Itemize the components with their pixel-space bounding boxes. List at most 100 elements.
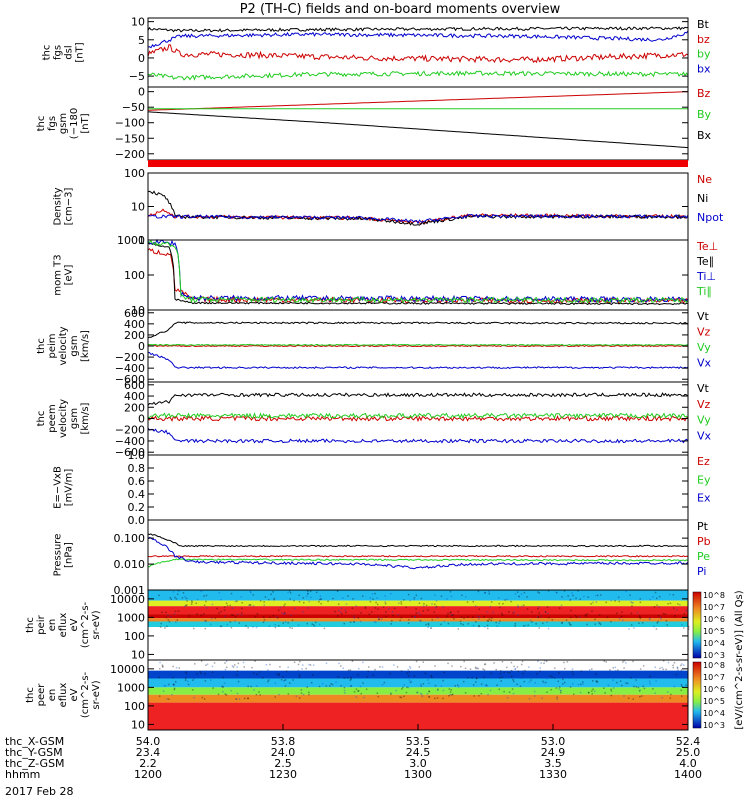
spectrogram-speckle — [490, 673, 492, 675]
spectrogram-speckle — [173, 684, 175, 686]
spectrogram-speckle — [681, 695, 683, 697]
spectrogram-speckle — [164, 627, 166, 629]
spectrogram-speckle — [658, 606, 660, 608]
spectrogram-speckle — [556, 592, 558, 594]
legend-label: Vz — [697, 326, 711, 339]
spectrogram-speckle — [205, 628, 207, 630]
spectrogram-speckle — [184, 596, 186, 598]
spectrogram-speckle — [188, 684, 190, 686]
spectrogram-speckle — [381, 618, 383, 620]
spectrogram-speckle — [235, 601, 237, 603]
legend-label: Vy — [697, 414, 711, 427]
legend-label: by — [697, 48, 711, 61]
spectrogram-speckle — [564, 668, 566, 670]
spectrogram-speckle — [278, 675, 280, 677]
spectrogram-speckle — [342, 668, 344, 670]
spectrogram-speckle — [623, 667, 625, 669]
spectrogram-speckle — [652, 596, 654, 598]
spectrogram-speckle — [680, 690, 682, 692]
spectrogram-speckle — [605, 602, 607, 604]
spectrogram-speckle — [631, 613, 633, 615]
spectrogram-speckle — [253, 689, 255, 691]
legend-label: Pb — [697, 535, 711, 548]
spectrogram-speckle — [487, 625, 489, 627]
x-tick-label: 1300 — [404, 768, 432, 781]
spectrogram-speckle — [683, 627, 685, 629]
spectrogram-speckle — [427, 679, 429, 681]
spectrogram-speckle — [401, 617, 403, 619]
spectrogram-speckle — [312, 674, 314, 676]
spectrogram-speckle — [428, 624, 430, 626]
spectrogram-speckle — [457, 684, 459, 686]
spectrogram-speckle — [673, 594, 675, 596]
spectrogram-speckle — [385, 616, 387, 618]
spectrogram-speckle — [192, 679, 194, 681]
legend-label: Npot — [697, 211, 724, 224]
spectrogram-speckle — [457, 611, 459, 613]
spectrogram-speckle — [558, 675, 560, 677]
spectrogram-speckle — [185, 672, 187, 674]
spectrogram-speckle — [393, 664, 395, 666]
x-row-label: hhmm — [5, 768, 40, 781]
spectrogram-speckle — [360, 612, 362, 614]
spectrogram-speckle — [278, 673, 280, 675]
spectrogram-speckle — [267, 669, 269, 671]
colorbar-tick-label: 10^4 — [703, 709, 725, 718]
spectrogram-speckle — [409, 679, 411, 681]
spectrogram-speckle — [537, 591, 539, 593]
legend-label: Pt — [697, 520, 709, 533]
spectrogram-speckle — [546, 691, 548, 693]
panel-frame — [148, 520, 688, 590]
spectrogram-speckle — [332, 598, 334, 600]
spectrogram-speckle — [608, 685, 610, 687]
spectrogram-speckle — [582, 681, 584, 683]
y-tick-label: −150 — [115, 132, 145, 145]
spectrogram-speckle — [516, 684, 518, 686]
spectrogram-speckle — [597, 595, 599, 597]
spectrogram-speckle — [558, 672, 560, 674]
spectrogram-speckle — [610, 621, 612, 623]
spectrogram-speckle — [581, 676, 583, 678]
spectrogram-speckle — [582, 683, 584, 685]
spectrogram-speckle — [164, 685, 166, 687]
y-axis-label: eflux — [58, 683, 69, 708]
spectrogram-speckle — [168, 698, 170, 700]
spectrogram-speckle — [596, 601, 598, 603]
spectrogram-speckle — [614, 600, 616, 602]
spectrogram-speckle — [243, 666, 245, 668]
spectrogram-speckle — [308, 601, 310, 603]
spectrogram-speckle — [269, 625, 271, 627]
spectrogram-speckle — [628, 697, 630, 699]
y-tick-label: 100 — [124, 700, 145, 713]
spectrogram-speckle — [399, 696, 401, 698]
spectrogram-speckle — [677, 603, 679, 605]
spectrogram-speckle — [453, 614, 455, 616]
spectrogram-speckle — [498, 623, 500, 625]
y-tick-label: 0.100 — [114, 532, 146, 545]
spectrogram-speckle — [460, 666, 462, 668]
spectrogram-speckle — [588, 692, 590, 694]
spectrogram-speckle — [465, 596, 467, 598]
spectrogram-speckle — [251, 667, 253, 669]
spectrogram-speckle — [350, 679, 352, 681]
spectrogram-speckle — [681, 685, 683, 687]
spectrogram-speckle — [289, 627, 291, 629]
spectrogram-speckle — [408, 687, 410, 689]
spectrogram-speckle — [442, 698, 444, 700]
spectrogram-speckle — [219, 592, 221, 594]
spectrogram-speckle — [607, 617, 609, 619]
spectrogram-speckle — [496, 625, 498, 627]
spectrogram-speckle — [358, 668, 360, 670]
spectrogram-speckle — [391, 620, 393, 622]
spectrogram-speckle — [367, 676, 369, 678]
spectrogram-speckle — [234, 664, 236, 666]
spectrogram-speckle — [306, 595, 308, 597]
spectrogram-speckle — [360, 621, 362, 623]
spectrogram-speckle — [367, 671, 369, 673]
spectrogram-speckle — [350, 669, 352, 671]
legend-label: Ex — [697, 492, 711, 505]
spectrogram-speckle — [443, 606, 445, 608]
spectrogram-speckle — [499, 607, 501, 609]
spectrogram-speckle — [201, 615, 203, 617]
spectrogram-speckle — [515, 593, 517, 595]
